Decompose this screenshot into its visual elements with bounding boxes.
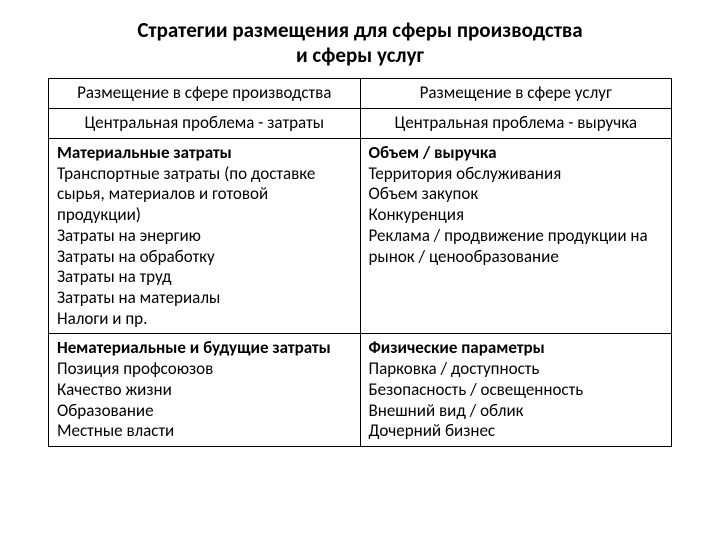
block2-left-body: Позиция профсоюзовКачество жизниОбразова…: [57, 359, 352, 442]
cell-right-block2: Физические параметры Парковка / доступно…: [360, 334, 672, 447]
page-title: Стратегии размещения для сферы производс…: [48, 18, 672, 68]
block2-right-body: Парковка / доступностьБезопасность / осв…: [369, 359, 664, 442]
title-line-2: и сферы услуг: [296, 42, 424, 68]
header-right: Размещение в сфере услуг: [360, 79, 672, 109]
table-row: Центральная проблема - затраты Центральн…: [49, 109, 672, 139]
cell-right-block1: Объем / выручка Территория обслуживанияО…: [360, 138, 672, 334]
block1-left-body: Транспортные затраты (по доставке сырья,…: [57, 164, 352, 330]
block1-right-head: Объем / выручка: [369, 142, 497, 163]
title-line-1: Стратегии размещения для сферы производс…: [137, 17, 582, 43]
cell-left-block1: Материальные затраты Транспортные затрат…: [49, 138, 361, 334]
table-row: Размещение в сфере производства Размещен…: [49, 79, 672, 109]
subheader-left: Центральная проблема - затраты: [49, 109, 361, 139]
table-row: Материальные затраты Транспортные затрат…: [49, 138, 672, 334]
cell-left-block2: Нематериальные и будущие затраты Позиция…: [49, 334, 361, 447]
block1-right-body: Территория обслуживанияОбъем закупокКонк…: [369, 164, 664, 268]
comparison-table: Размещение в сфере производства Размещен…: [48, 78, 672, 447]
block2-right-head: Физические параметры: [369, 337, 545, 358]
block2-left-head: Нематериальные и будущие затраты: [57, 337, 331, 358]
table-row: Нематериальные и будущие затраты Позиция…: [49, 334, 672, 447]
subheader-right: Центральная проблема - выручка: [360, 109, 672, 139]
header-left: Размещение в сфере производства: [49, 79, 361, 109]
block1-left-head: Материальные затраты: [57, 142, 232, 163]
